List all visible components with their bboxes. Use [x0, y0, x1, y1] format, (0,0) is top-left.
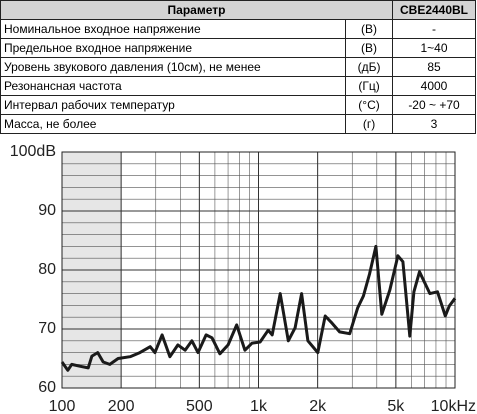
header-cell: CBE2440BL [392, 0, 476, 20]
x-tick-label: 100 [49, 398, 76, 414]
value-cell: 3 [392, 114, 476, 134]
y-tick-label: 60 [38, 379, 56, 396]
value-cell: 4000 [392, 76, 476, 96]
y-tick-label: 70 [38, 320, 56, 337]
y-tick-label: 90 [38, 202, 56, 219]
x-tick-label: 10kHz [431, 398, 476, 414]
parameter-cell: Резонансная частота [0, 76, 347, 96]
parameter-cell: Номинальное входное напряжение [0, 19, 347, 39]
response-line [60, 244, 457, 372]
unit-cell: (В) [345, 38, 394, 58]
y-tick-label: 100dB [10, 143, 56, 160]
x-tick-label: 1k [250, 398, 268, 414]
x-tick-label: 2k [309, 398, 327, 414]
parameter-cell: Уровень звукового давления (10см), не ме… [0, 57, 347, 77]
table-body: Номинальное входное напряжение (В) - Предел… [0, 19, 476, 134]
x-tick-label: 200 [108, 398, 135, 414]
unit-cell: (В) [345, 19, 394, 39]
table-row: Номинальное входное напряжение (В) - [0, 19, 476, 39]
parameter-cell: Масса, не более [0, 114, 347, 134]
unit-cell: (Гц) [345, 76, 394, 96]
parameter-cell: Интервал рабочих температур [0, 95, 347, 115]
parameter-cell: Предельное входное напряжение [0, 38, 347, 58]
value-cell: - [392, 19, 476, 39]
unit-cell: (дБ) [345, 57, 394, 77]
header-cell: Параметр [0, 0, 394, 20]
table-row: Резонансная частота (Гц) 4000 [0, 76, 476, 96]
value-cell: 85 [392, 57, 476, 77]
spec-table: Параметр CBE2440BL Номинальное входное н… [0, 0, 476, 134]
header-row: Параметр CBE2440BL [0, 0, 476, 20]
table-row: Уровень звукового давления (10см), не ме… [0, 57, 476, 77]
unit-cell: (°С) [345, 95, 394, 115]
table-row: Предельное входное напряжение (В) 1~40 [0, 38, 476, 58]
value-cell: -20 ~ +70 [392, 95, 476, 115]
x-tick-label: 5k [387, 398, 405, 414]
chart: 60 70 80 90 100dB 100 200 500 1k 2k 5k 10kHz [10, 143, 476, 414]
table-row: Интервал рабочих температур (°С) -20 ~ +70 [0, 95, 476, 115]
table-row: Масса, не более (г) 3 [0, 114, 476, 134]
value-cell: 1~40 [392, 38, 476, 58]
plot-frame [61, 151, 456, 389]
y-tick-label: 80 [38, 261, 56, 278]
unit-cell: (г) [345, 114, 394, 134]
x-tick-label: 500 [186, 398, 213, 414]
